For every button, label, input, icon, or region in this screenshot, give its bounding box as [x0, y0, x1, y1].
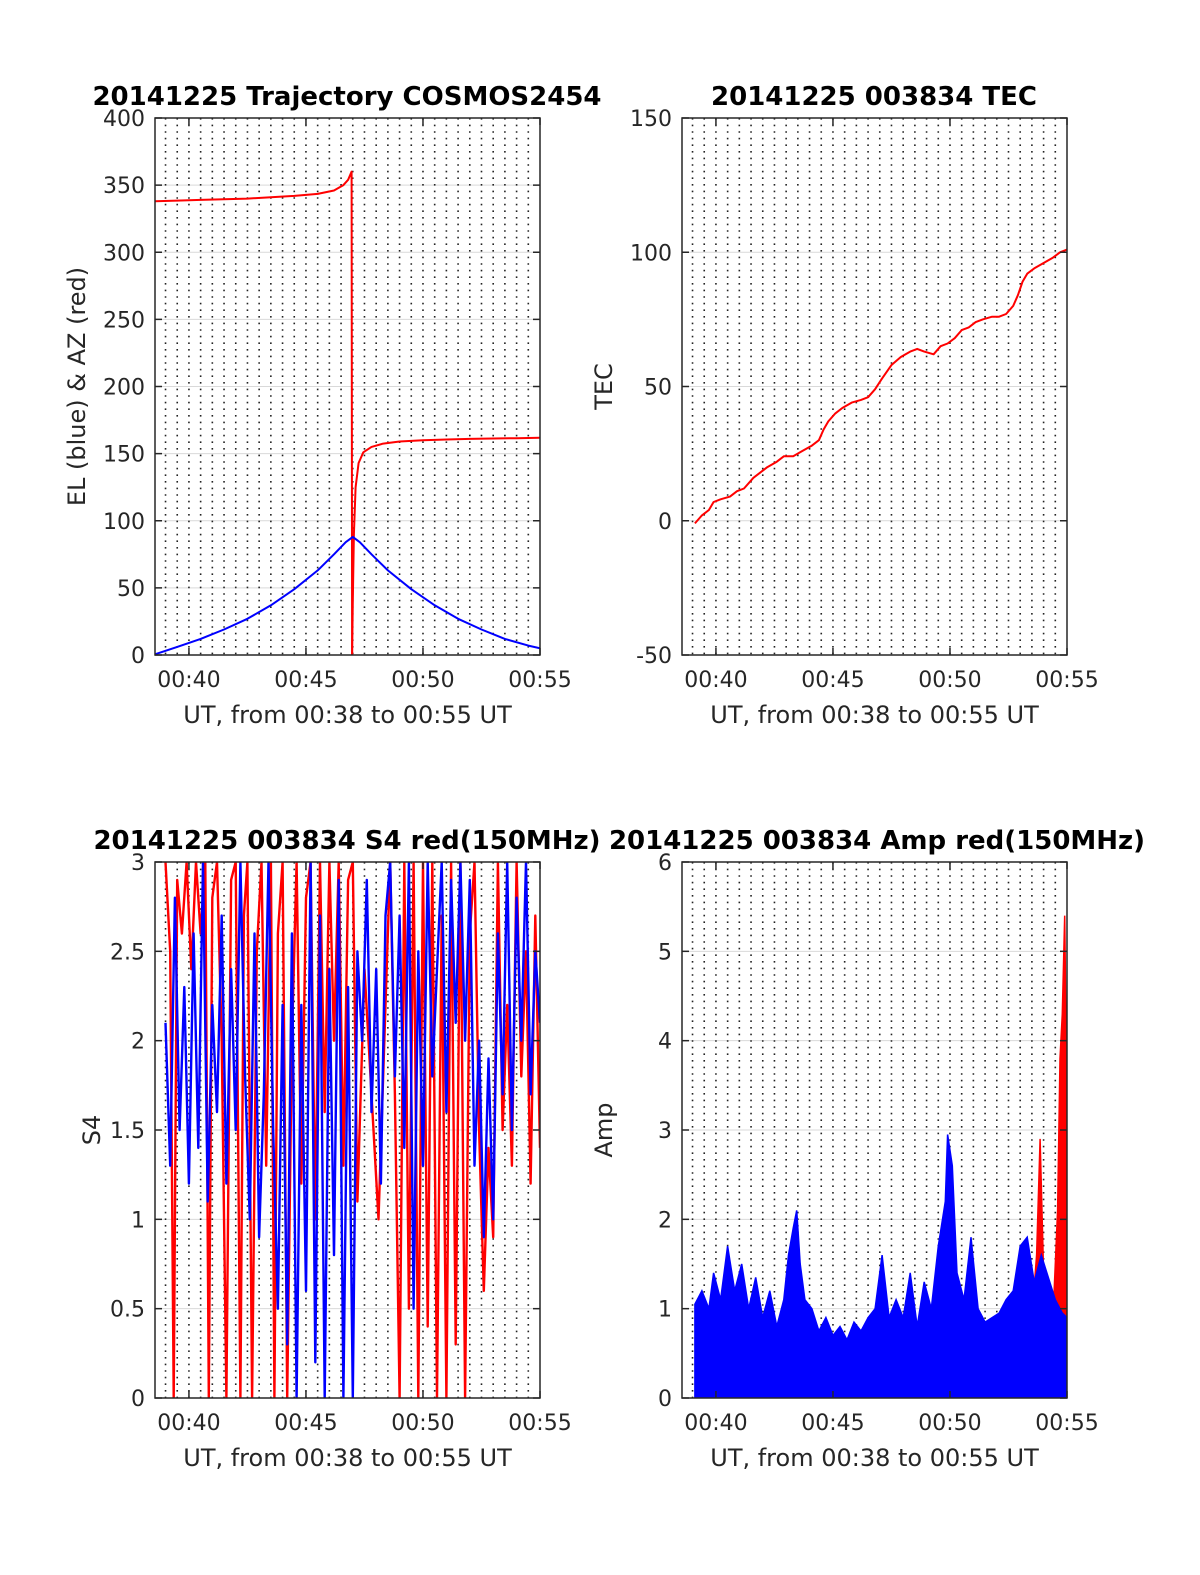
series-2-line [155, 535, 540, 655]
x-tick-label: 00:45 [801, 1411, 864, 1436]
x-tick-label: 00:50 [918, 668, 981, 693]
x-axis-label: UT, from 00:38 to 00:55 UT [183, 701, 512, 729]
series-1-line [164, 862, 540, 1398]
y-tick-label: 1 [131, 1208, 145, 1233]
y-axis-label: S4 [78, 1115, 106, 1146]
series-1-line [694, 248, 1067, 525]
y-tick-label: 2 [658, 1208, 672, 1233]
y-tick-label: 0 [131, 644, 145, 669]
y-tick-label: 350 [103, 174, 145, 199]
y-tick-label: 400 [103, 107, 145, 132]
y-tick-label: 3 [658, 1119, 672, 1144]
y-tick-label: 0 [658, 1387, 672, 1412]
series-2-area [694, 1134, 1067, 1398]
panel-2: -50 0 50 100 150 00:40 00:45 00:50 00:55 20141225… [590, 82, 1099, 729]
x-tick-label: 00:40 [157, 668, 220, 693]
y-tick-label: 300 [103, 241, 145, 266]
y-tick-label: 1.5 [110, 1119, 145, 1144]
y-tick-label: 0.5 [110, 1298, 145, 1323]
x-tick-label: 00:40 [157, 1411, 220, 1436]
y-tick-label: 6 [658, 851, 672, 876]
x-tick-label: 00:45 [274, 668, 337, 693]
x-tick-label: 00:40 [684, 668, 747, 693]
y-tick-label: 5 [658, 940, 672, 965]
x-tick-label: 00:50 [391, 668, 454, 693]
x-tick-label: 00:50 [918, 1411, 981, 1436]
y-tick-label: 100 [630, 241, 672, 266]
y-tick-label: 100 [103, 510, 145, 535]
y-tick-label: 0 [658, 510, 672, 535]
x-tick-label: 00:55 [1035, 1411, 1098, 1436]
x-axis-label: UT, from 00:38 to 00:55 UT [183, 1444, 512, 1472]
y-tick-label: 0 [131, 1387, 145, 1412]
panel-4: 0 1 2 3 4 5 6 00:40 00:45 00:50 00:55 20141225 0038… [590, 826, 1145, 1472]
x-axis-label: UT, from 00:38 to 00:55 UT [710, 701, 1039, 729]
panel-3: 0 0.5 1 1.5 2 2.5 3 00:40 00:45 00:50 00:55 2014122… [78, 826, 601, 1472]
x-tick-label: 00:45 [801, 668, 864, 693]
y-tick-label: 2 [131, 1030, 145, 1055]
y-tick-label: -50 [636, 644, 672, 669]
series-1-line [155, 170, 354, 655]
y-tick-label: 1 [658, 1298, 672, 1323]
chart-title: 20141225 003834 TEC [711, 82, 1037, 112]
y-tick-label: 4 [658, 1030, 672, 1055]
panel-1: 0 50 100 150 200 250 300 350 400 00:40 00:45 00:50 0… [63, 82, 602, 729]
y-tick-label: 3 [131, 851, 145, 876]
x-tick-label: 00:50 [391, 1411, 454, 1436]
x-tick-label: 00:40 [684, 1411, 747, 1436]
y-tick-label: 150 [630, 107, 672, 132]
x-tick-label: 00:55 [1035, 668, 1098, 693]
y-tick-label: 50 [644, 376, 672, 401]
y-axis-label: TEC [590, 363, 618, 411]
series-1-line [351, 436, 540, 655]
y-tick-label: 150 [103, 443, 145, 468]
x-tick-label: 00:55 [508, 1411, 571, 1436]
y-tick-label: 50 [117, 577, 145, 602]
y-tick-label: 250 [103, 308, 145, 333]
chart-title: 20141225 003834 Amp red(150MHz) [609, 826, 1145, 856]
series-2-line [164, 862, 540, 1398]
chart-title: 20141225 Trajectory COSMOS2454 [92, 82, 601, 112]
y-tick-label: 200 [103, 376, 145, 401]
y-tick-label: 2.5 [110, 940, 145, 965]
y-axis-label: EL (blue) & AZ (red) [63, 267, 91, 506]
x-axis-label: UT, from 00:38 to 00:55 UT [710, 1444, 1039, 1472]
x-tick-label: 00:55 [508, 668, 571, 693]
y-axis-label: Amp [590, 1102, 618, 1157]
chart-title: 20141225 003834 S4 red(150MHz) [93, 826, 600, 856]
x-tick-label: 00:45 [274, 1411, 337, 1436]
